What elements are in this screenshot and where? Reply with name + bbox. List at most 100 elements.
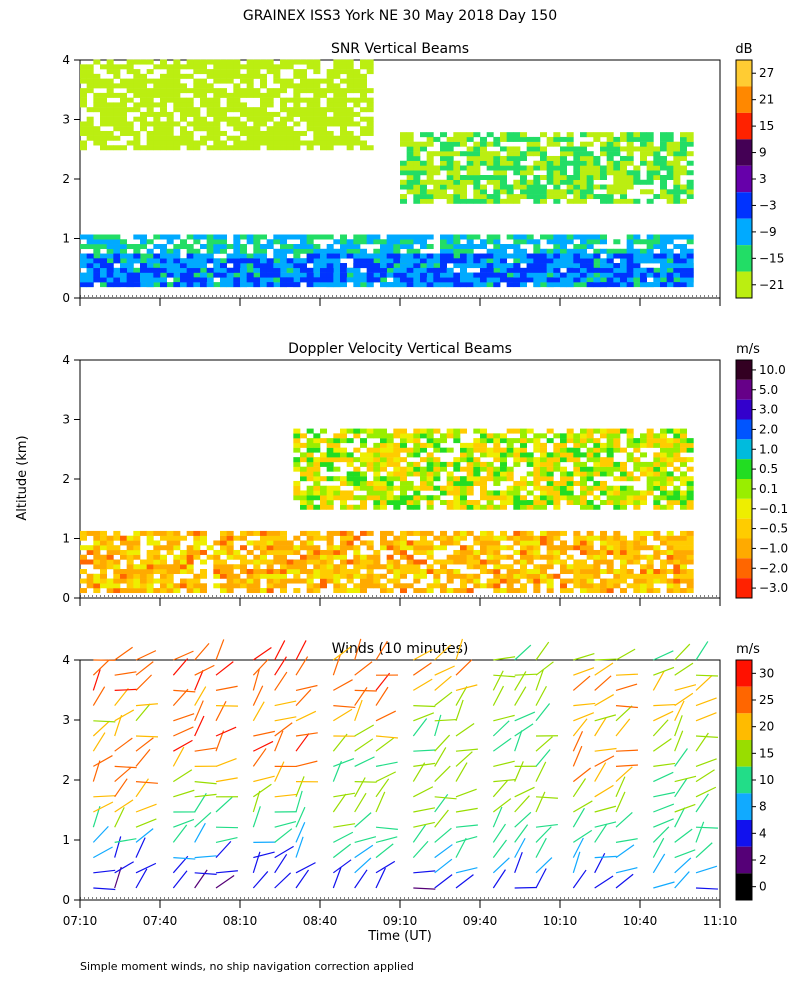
snr-cell: [346, 135, 354, 141]
snr-cell: [506, 267, 514, 273]
doppler-cell: [406, 559, 414, 565]
doppler-cell: [406, 433, 414, 439]
snr-cell: [106, 64, 114, 70]
snr-cell: [473, 175, 481, 180]
snr-cell: [146, 258, 154, 264]
doppler-cell: [426, 466, 434, 472]
doppler-cell: [560, 569, 567, 575]
doppler-cell: [360, 504, 367, 510]
wind-barb: [215, 700, 227, 722]
snr-cell: [573, 170, 581, 176]
doppler-cell: [346, 588, 354, 594]
doppler-cell: [626, 476, 634, 482]
snr-cell: [586, 179, 594, 185]
doppler-cell: [326, 530, 334, 536]
doppler-cell: [240, 545, 247, 551]
snr-cell: [360, 130, 367, 136]
doppler-cell: [213, 540, 221, 546]
doppler-cell: [480, 530, 487, 536]
colorbar-swatch: [736, 686, 752, 714]
doppler-cell: [300, 564, 307, 570]
snr-cell: [173, 102, 181, 108]
snr-cell: [600, 170, 607, 176]
snr-cell: [466, 282, 474, 288]
snr-cell: [346, 248, 354, 254]
doppler-cell: [580, 545, 587, 551]
wind-barb: [173, 650, 194, 661]
snr-cell: [193, 116, 201, 122]
snr-cell: [86, 239, 94, 245]
snr-cell: [426, 132, 434, 138]
snr-cell: [686, 267, 694, 273]
colorbar-label: 15: [759, 119, 774, 133]
doppler-cell: [380, 504, 387, 510]
doppler-cell: [466, 452, 474, 458]
wind-barb: [215, 777, 238, 783]
snr-cell: [353, 258, 361, 264]
snr-cell: [580, 282, 587, 288]
wind-barb: [194, 781, 217, 785]
doppler-cell: [333, 495, 341, 501]
doppler-cell: [486, 433, 494, 439]
doppler-cell: [453, 588, 461, 594]
snr-cell: [106, 135, 114, 141]
doppler-cell: [600, 583, 607, 589]
snr-cell: [586, 244, 594, 250]
doppler-cell: [486, 461, 494, 467]
snr-cell: [173, 88, 181, 94]
snr-cell: [346, 145, 354, 151]
snr-cell: [500, 175, 507, 180]
doppler-cell: [613, 466, 621, 472]
snr-cell: [200, 126, 207, 132]
snr-cell: [173, 267, 181, 273]
snr-cell: [673, 184, 681, 190]
colorbar-label: 0: [759, 880, 767, 894]
doppler-cell: [260, 535, 267, 541]
snr-cell: [420, 170, 427, 176]
wind-barb: [93, 755, 113, 767]
doppler-cell: [226, 535, 234, 541]
doppler-cell: [426, 461, 434, 467]
doppler-cell: [306, 569, 314, 575]
y-tick-label: 2: [62, 472, 70, 486]
doppler-cell: [126, 554, 134, 560]
snr-cell: [193, 107, 201, 113]
snr-cell: [140, 267, 147, 273]
snr-cell: [306, 267, 314, 273]
doppler-cell: [640, 564, 647, 570]
wind-barb: [354, 857, 372, 874]
snr-cell: [373, 234, 381, 240]
doppler-cell: [420, 457, 427, 463]
snr-cell: [573, 253, 581, 259]
snr-cell: [346, 69, 354, 75]
doppler-cell: [320, 573, 327, 579]
wind-barb: [594, 747, 617, 752]
snr-cell: [666, 146, 674, 152]
doppler-cell: [653, 471, 661, 477]
doppler-cell: [360, 476, 367, 482]
doppler-cell: [400, 485, 407, 491]
snr-cell: [533, 160, 541, 166]
snr-cell: [400, 165, 407, 171]
snr-cell: [613, 170, 621, 176]
snr-cell: [293, 107, 301, 113]
wind-barb: [114, 778, 128, 798]
snr-cell: [606, 198, 614, 204]
doppler-cell: [453, 485, 461, 491]
doppler-cell: [393, 583, 401, 589]
wind-barb: [492, 839, 507, 858]
doppler-cell: [620, 578, 627, 584]
doppler-cell: [680, 578, 687, 584]
snr-cell: [106, 244, 114, 250]
snr-cell: [113, 126, 121, 132]
doppler-cell: [600, 433, 607, 439]
doppler-cell: [540, 433, 547, 439]
snr-cell: [406, 132, 414, 138]
snr-cell: [660, 277, 667, 283]
wind-barb: [514, 851, 523, 874]
snr-cell: [406, 272, 414, 278]
doppler-cell: [386, 485, 394, 491]
doppler-cell: [506, 573, 514, 579]
snr-cell: [320, 116, 327, 122]
doppler-cell: [433, 461, 441, 467]
